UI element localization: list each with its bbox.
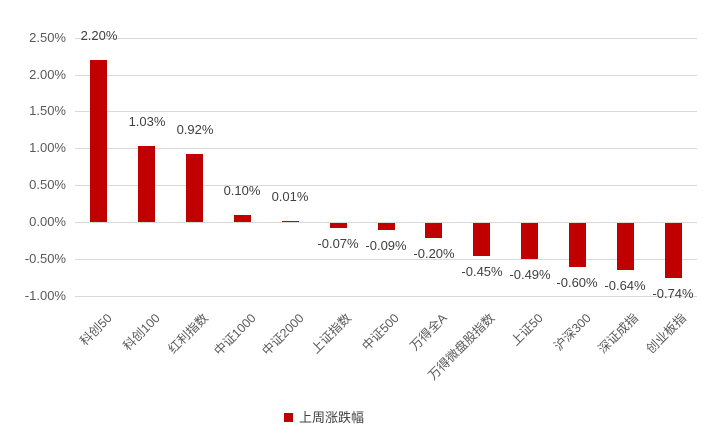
bar: [90, 60, 107, 222]
y-axis-tick-label: 2.00%: [29, 67, 66, 82]
bar-value-label: -0.49%: [509, 267, 551, 282]
x-axis-category-label: 上证50: [508, 311, 546, 349]
gridline: [75, 148, 697, 149]
legend-swatch-icon: [284, 413, 293, 422]
bar-value-label: -0.45%: [461, 264, 503, 279]
bar: [138, 146, 155, 222]
bar-value-label: -0.64%: [604, 278, 646, 293]
bar: [521, 223, 538, 259]
gridline: [75, 38, 697, 39]
y-axis-tick-label: -1.00%: [24, 288, 66, 303]
gridline: [75, 75, 697, 76]
bar: [234, 215, 251, 222]
bar-value-label: 0.10%: [223, 183, 261, 198]
x-axis-category-label: 中证500: [359, 311, 402, 354]
legend: 上周涨跌幅: [284, 410, 364, 425]
bar-value-label: 0.92%: [176, 122, 214, 137]
legend-series-label: 上周涨跌幅: [299, 410, 365, 425]
bar-value-label: -0.09%: [365, 238, 407, 253]
bar: [330, 223, 347, 228]
bar: [282, 221, 299, 222]
bar-value-label: 0.01%: [271, 189, 309, 204]
bar-value-label: -0.07%: [317, 236, 359, 251]
x-axis-category-label: 沪深300: [550, 311, 594, 354]
x-axis-category-label: 科创50: [77, 311, 115, 349]
x-axis-category-label: 深证成指: [595, 311, 642, 357]
gridline: [75, 111, 697, 112]
x-axis-category-label: 上证指数: [308, 311, 355, 357]
bar-value-label: 1.03%: [128, 114, 166, 129]
y-axis-tick-label: 0.50%: [29, 177, 66, 192]
bar: [425, 223, 442, 238]
bar: [665, 223, 682, 278]
bar: [473, 223, 490, 256]
x-axis-category-label: 红利指数: [165, 311, 211, 357]
bar: [569, 223, 586, 267]
gridline: [75, 222, 697, 223]
x-axis-category-label: 创业板指: [643, 311, 689, 357]
x-axis-category-label: 中证2000: [258, 311, 307, 359]
y-axis-tick-label: 1.50%: [29, 103, 66, 118]
x-axis-category-label: 中证1000: [211, 311, 259, 359]
bar-value-label: 2.20%: [80, 28, 118, 43]
x-axis-category-label: 科创100: [120, 311, 163, 354]
y-axis-tick-label: 1.00%: [29, 140, 66, 155]
bar: [186, 154, 203, 222]
bar: [617, 223, 634, 270]
bar-value-label: -0.60%: [556, 275, 598, 290]
y-axis-tick-label: -0.50%: [24, 251, 66, 266]
y-axis-tick-label: 0.00%: [29, 214, 66, 229]
bar-value-label: -0.74%: [652, 286, 694, 301]
bar-value-label: -0.20%: [413, 246, 455, 261]
bar: [378, 223, 395, 230]
x-axis-category-label: 万得全A: [407, 311, 450, 354]
gridline: [75, 259, 697, 260]
y-axis-tick-label: 2.50%: [29, 30, 66, 45]
gridline: [75, 185, 697, 186]
gridline: [75, 296, 697, 297]
